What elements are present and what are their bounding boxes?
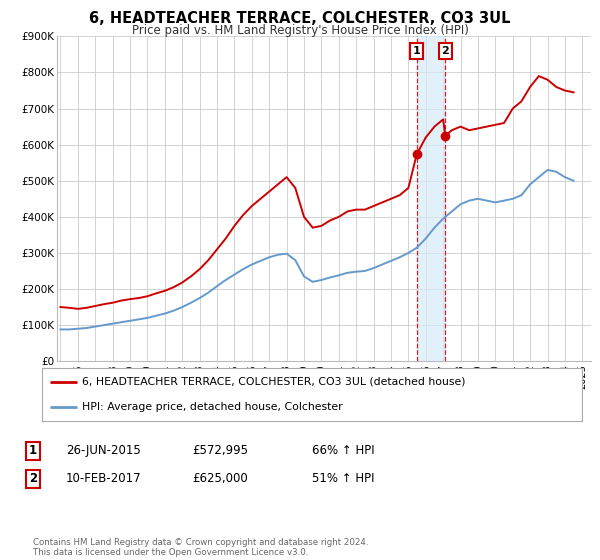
Text: 6, HEADTEACHER TERRACE, COLCHESTER, CO3 3UL: 6, HEADTEACHER TERRACE, COLCHESTER, CO3 … bbox=[89, 11, 511, 26]
Text: 51% ↑ HPI: 51% ↑ HPI bbox=[312, 472, 374, 486]
Text: 66% ↑ HPI: 66% ↑ HPI bbox=[312, 444, 374, 458]
Text: £572,995: £572,995 bbox=[192, 444, 248, 458]
Text: Contains HM Land Registry data © Crown copyright and database right 2024.
This d: Contains HM Land Registry data © Crown c… bbox=[33, 538, 368, 557]
Text: 10-FEB-2017: 10-FEB-2017 bbox=[66, 472, 142, 486]
Text: 1: 1 bbox=[29, 444, 37, 458]
Bar bbox=[417, 36, 445, 361]
Text: £625,000: £625,000 bbox=[192, 472, 248, 486]
Text: HPI: Average price, detached house, Colchester: HPI: Average price, detached house, Colc… bbox=[83, 402, 343, 412]
Text: 2: 2 bbox=[442, 46, 449, 56]
Text: Price paid vs. HM Land Registry's House Price Index (HPI): Price paid vs. HM Land Registry's House … bbox=[131, 24, 469, 36]
Text: 2: 2 bbox=[29, 472, 37, 486]
Text: 6, HEADTEACHER TERRACE, COLCHESTER, CO3 3UL (detached house): 6, HEADTEACHER TERRACE, COLCHESTER, CO3 … bbox=[83, 377, 466, 387]
Text: 1: 1 bbox=[413, 46, 421, 56]
Text: 26-JUN-2015: 26-JUN-2015 bbox=[66, 444, 141, 458]
